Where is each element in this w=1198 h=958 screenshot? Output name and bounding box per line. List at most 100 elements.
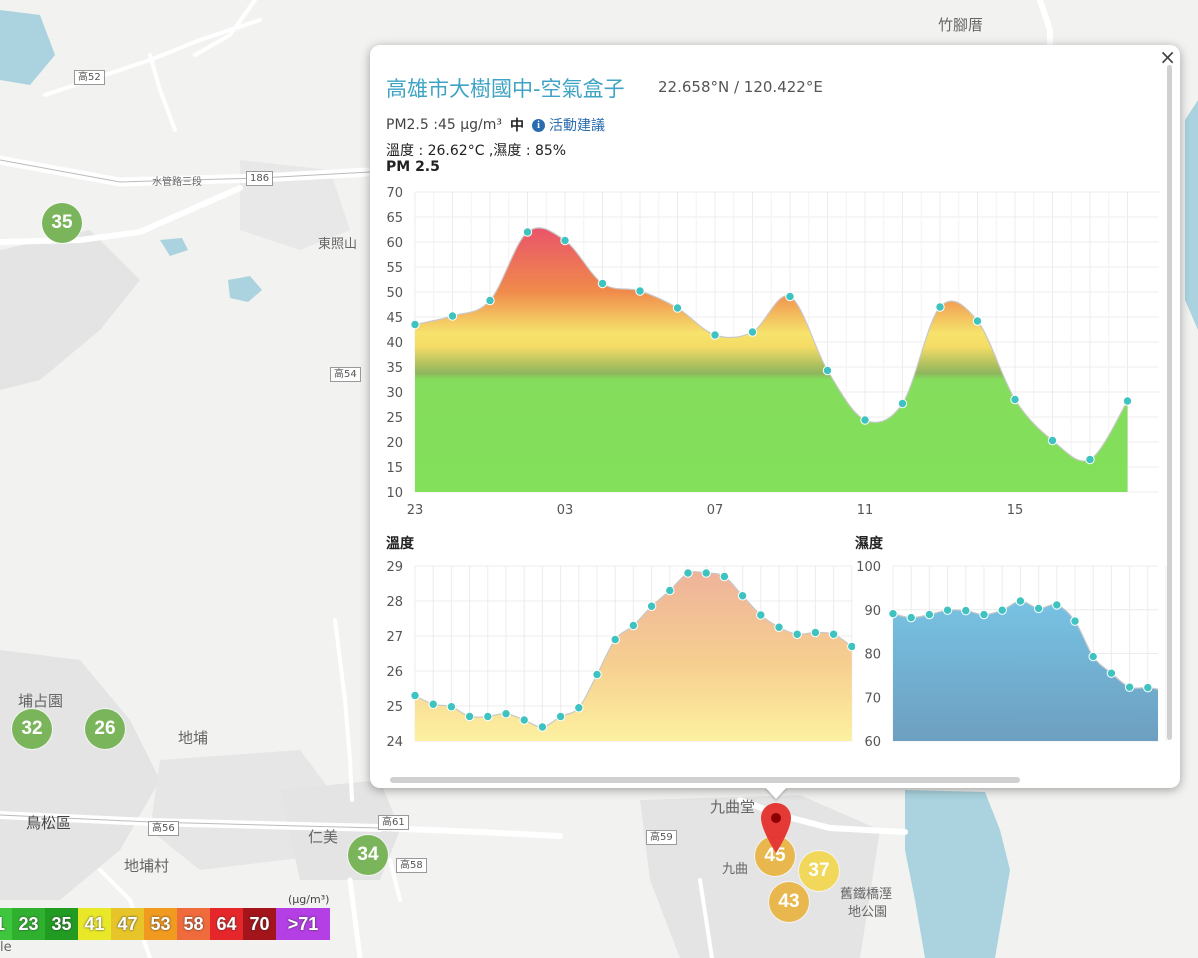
place-label: 九曲 xyxy=(722,862,749,877)
road-badge: 高52 xyxy=(74,70,105,85)
data-point xyxy=(446,702,457,712)
close-button[interactable]: × xyxy=(1159,45,1176,69)
pond xyxy=(160,238,188,256)
urban-area xyxy=(0,230,140,390)
road-lines xyxy=(0,159,381,829)
data-point xyxy=(1070,616,1080,626)
station-marker[interactable]: 43 xyxy=(769,882,809,922)
data-point xyxy=(574,703,584,713)
data-point xyxy=(979,609,989,620)
road-label: 水管路三段 xyxy=(152,177,202,188)
y-tick-label: 24 xyxy=(386,735,403,747)
data-point xyxy=(628,620,639,631)
data-point xyxy=(1033,603,1044,614)
station-marker[interactable]: 26 xyxy=(85,709,125,749)
data-point xyxy=(672,303,683,313)
y-tick-label: 27 xyxy=(386,630,403,645)
y-tick-label: 29 xyxy=(386,560,403,575)
data-point xyxy=(483,711,493,722)
data-point xyxy=(635,286,645,296)
data-point xyxy=(597,278,608,289)
location-pin-icon[interactable] xyxy=(761,803,791,857)
legend-item: 11 xyxy=(0,908,12,940)
y-tick-label: 45 xyxy=(386,311,403,326)
place-label: 埔占園 xyxy=(18,692,64,710)
series-area xyxy=(893,600,1158,741)
data-point xyxy=(410,319,420,330)
data-point xyxy=(428,699,438,709)
y-tick-label: 30 xyxy=(386,386,403,401)
popup-pointer xyxy=(765,787,787,799)
humidity-chart-title: 濕度 xyxy=(855,536,883,552)
road-badge: 高58 xyxy=(396,858,427,873)
x-tick-label: 11 xyxy=(857,503,874,518)
legend-item: 47 xyxy=(111,908,144,940)
data-point xyxy=(961,605,971,616)
legend-item: 41 xyxy=(78,908,111,940)
data-point xyxy=(785,291,795,302)
x-tick-label: 03 xyxy=(557,503,574,518)
place-label: 東照山 xyxy=(318,237,358,252)
pm25-chart-title: PM 2.5 xyxy=(386,159,440,175)
station-coordinates: 22.658°N / 120.422°E xyxy=(658,78,823,96)
data-point xyxy=(560,235,570,246)
vertical-scrollbar[interactable] xyxy=(1167,65,1172,740)
data-point xyxy=(1052,600,1062,610)
legend-item: >71 xyxy=(276,908,330,940)
data-point xyxy=(537,722,548,732)
station-marker[interactable]: 37 xyxy=(799,851,839,891)
series-line xyxy=(893,600,1158,690)
legend-item: 64 xyxy=(210,908,243,940)
river xyxy=(905,790,1010,958)
station-title: 高雄市大樹國中-空氣盒子 xyxy=(386,77,625,101)
data-point xyxy=(522,227,533,237)
data-point xyxy=(646,601,657,611)
data-point xyxy=(942,605,953,615)
station-marker[interactable]: 32 xyxy=(12,709,52,749)
y-tick-label: 40 xyxy=(386,336,403,351)
x-tick-label: 15 xyxy=(1007,503,1024,518)
place-label: 竹腳厝 xyxy=(938,16,984,34)
road-badge: 高61 xyxy=(378,815,409,830)
lake xyxy=(0,10,55,85)
data-point xyxy=(410,690,420,701)
data-point xyxy=(888,608,898,619)
data-point xyxy=(897,398,908,409)
place-label: 地埔 xyxy=(178,729,209,747)
data-point xyxy=(719,571,730,582)
data-point xyxy=(747,327,758,337)
y-tick-label: 28 xyxy=(386,595,403,610)
data-point xyxy=(935,302,945,312)
data-point xyxy=(447,311,458,321)
station-marker[interactable]: 34 xyxy=(348,835,388,875)
station-marker[interactable]: 35 xyxy=(42,203,82,243)
y-tick-label: 55 xyxy=(386,261,403,276)
legend-item: 70 xyxy=(243,908,276,940)
pm25-reading: PM2.5 :45 μg/m³ xyxy=(386,117,502,133)
x-tick-label: 23 xyxy=(407,503,424,518)
horizontal-scrollbar[interactable] xyxy=(390,777,1020,783)
data-point xyxy=(1088,651,1098,662)
y-tick-label: 35 xyxy=(386,361,403,376)
place-label: 九曲堂 xyxy=(710,798,756,816)
y-tick-label: 70 xyxy=(386,186,403,201)
data-point xyxy=(683,568,693,578)
pm25-level: 中 xyxy=(509,118,524,134)
info-icon: i xyxy=(531,118,545,132)
temperature-chart: 24 25 26 27 28 29 xyxy=(386,560,855,747)
data-point xyxy=(810,627,821,638)
station-popup: × 高雄市大樹國中-空氣盒子 22.658°N / 120.422°E PM2.… xyxy=(370,45,1180,788)
y-tick-label: 65 xyxy=(386,211,403,226)
activity-advice-link[interactable]: i 活動建議 xyxy=(531,115,605,135)
legend-item: 35 xyxy=(45,908,78,940)
data-point xyxy=(610,634,620,645)
road-badge: 高54 xyxy=(330,367,361,382)
y-tick-label: 60 xyxy=(864,735,881,747)
y-tick-label: 70 xyxy=(864,691,881,706)
data-point xyxy=(501,709,511,719)
pm25-reading-row: PM2.5 :45 μg/m³ 中 i 活動建議 xyxy=(386,115,605,135)
data-point xyxy=(1143,682,1153,693)
data-point xyxy=(924,609,935,620)
series-group xyxy=(893,600,1158,741)
place-label: 鳥松區 xyxy=(26,814,72,832)
